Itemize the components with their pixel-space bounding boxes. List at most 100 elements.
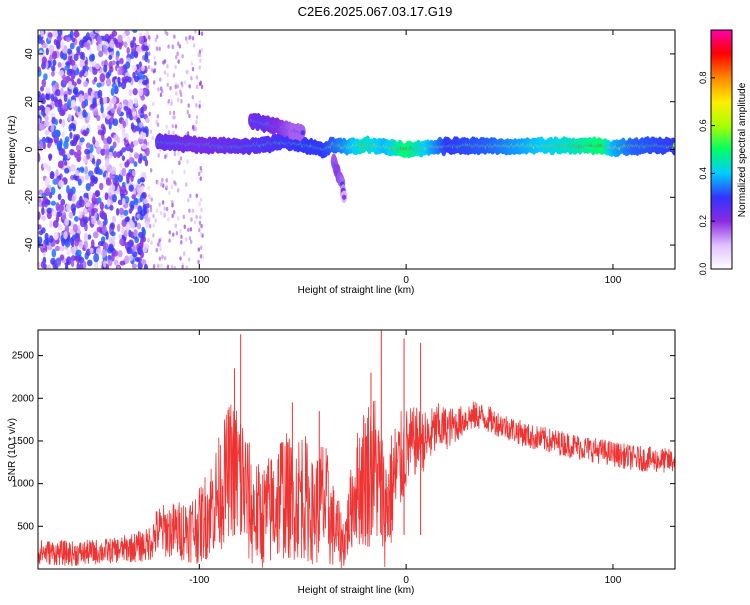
noise-cell: [59, 109, 66, 117]
noise-cell: [83, 92, 89, 102]
noise-cell: [44, 115, 49, 122]
noise-cell: [141, 226, 145, 233]
noise-cell: [146, 141, 150, 147]
noise-cell: [200, 84, 204, 90]
noise-cell: [82, 65, 86, 74]
noise-cell: [168, 110, 172, 116]
noise-cell: [38, 36, 42, 45]
noise-cell: [152, 101, 155, 107]
snr-x-label: Height of straight line (km): [298, 585, 415, 596]
noise-cell: [72, 88, 78, 95]
noise-cell: [174, 223, 177, 228]
noise-cell: [55, 40, 61, 49]
noise-cell: [128, 108, 132, 115]
noise-cell: [45, 87, 51, 94]
noise-cell: [40, 30, 44, 38]
noise-cell: [148, 224, 152, 229]
noise-cell: [125, 133, 129, 141]
noise-cell: [173, 180, 176, 185]
noise-cell: [137, 187, 143, 196]
noise-cell: [172, 110, 176, 116]
noise-cell: [122, 99, 129, 105]
noise-cell: [53, 96, 58, 103]
noise-cell: [131, 64, 137, 72]
snr-x-tick-label: -100: [189, 575, 209, 586]
noise-cell: [198, 65, 201, 70]
noise-cell: [96, 114, 101, 122]
noise-cell: [152, 223, 156, 228]
noise-cell: [139, 209, 146, 217]
noise-cell: [171, 44, 174, 49]
noise-cell: [51, 65, 56, 72]
snr-x-tick-label: 100: [605, 575, 622, 586]
noise-cell: [180, 234, 183, 239]
noise-cell: [61, 118, 66, 128]
noise-cell: [84, 166, 89, 175]
noise-cell: [165, 206, 169, 212]
noise-cell: [182, 214, 186, 220]
noise-cell: [86, 153, 91, 160]
noise-cell: [58, 70, 65, 77]
noise-cell: [79, 137, 85, 143]
noise-cell: [147, 64, 151, 70]
noise-cell: [108, 151, 113, 159]
noise-cell: [65, 203, 71, 213]
noise-cell: [158, 238, 161, 244]
noise-cell: [95, 161, 100, 168]
noise-cell: [70, 174, 75, 181]
noise-cell: [99, 96, 103, 105]
noise-cell: [63, 103, 67, 110]
noise-cell: [116, 136, 121, 144]
noise-cell: [43, 120, 50, 128]
noise-cell: [181, 83, 184, 88]
noise-cell: [76, 154, 82, 163]
trace-core: [341, 194, 347, 200]
noise-cell: [113, 259, 119, 266]
noise-cell: [125, 75, 129, 82]
noise-cell: [84, 174, 90, 181]
noise-cell: [180, 99, 183, 104]
noise-cell: [93, 76, 98, 83]
noise-cell: [109, 204, 114, 211]
noise-cell: [86, 259, 93, 267]
noise-cell: [110, 231, 116, 237]
noise-cell: [65, 241, 71, 248]
noise-cell: [73, 31, 80, 38]
noise-cell: [160, 181, 163, 186]
noise-cell: [69, 59, 76, 66]
noise-cell: [152, 233, 155, 238]
noise-cell: [188, 236, 192, 241]
noise-cell: [133, 229, 138, 237]
noise-cell: [85, 248, 91, 256]
noise-cell: [148, 43, 151, 49]
noise-cell: [104, 192, 109, 201]
noise-cell: [185, 265, 189, 269]
noise-cell: [157, 87, 160, 92]
noise-cell: [88, 190, 93, 200]
noise-cell: [166, 264, 170, 269]
noise-cell: [183, 80, 187, 85]
noise-cell: [65, 61, 71, 67]
noise-cell: [84, 60, 88, 67]
noise-cell: [165, 124, 168, 130]
noise-cell: [75, 144, 82, 152]
noise-cell: [161, 254, 164, 260]
noise-cell: [109, 39, 115, 49]
noise-cell: [166, 72, 169, 78]
spectrogram-y-tick-label: -20: [24, 190, 35, 205]
noise-cell: [110, 87, 115, 96]
noise-cell: [174, 64, 177, 70]
noise-cell: [145, 117, 150, 124]
noise-cell: [159, 242, 162, 248]
noise-cell: [150, 240, 153, 245]
noise-cell: [139, 176, 145, 183]
noise-cell: [171, 213, 174, 219]
spectrogram-x-label: Height of straight line (km): [298, 285, 415, 296]
noise-cell: [72, 64, 78, 71]
noise-cell: [161, 177, 164, 183]
noise-cell: [156, 180, 159, 186]
noise-cell: [192, 124, 195, 130]
noise-cell: [45, 93, 50, 100]
noise-cell: [148, 111, 151, 117]
